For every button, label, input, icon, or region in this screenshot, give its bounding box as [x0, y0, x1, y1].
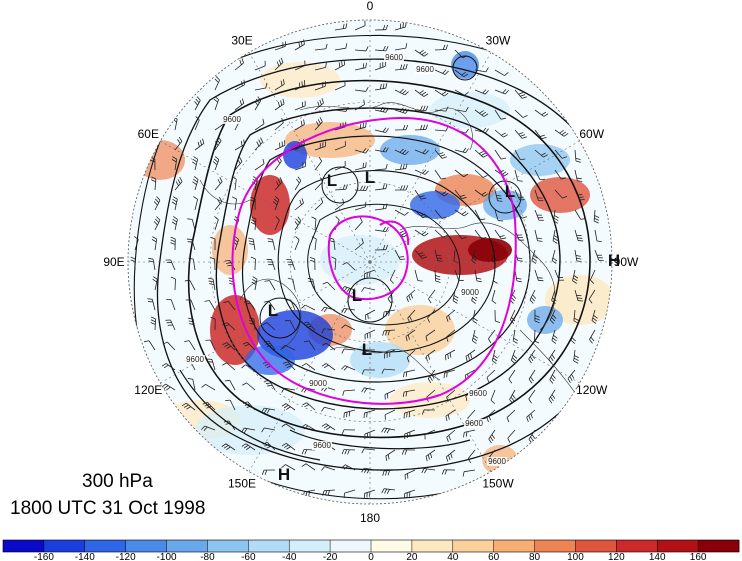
colorbar-tick-label: -120: [116, 552, 136, 561]
colorbar-swatch: [248, 540, 290, 552]
contour-label: 9600: [416, 65, 434, 74]
longitude-label: 180: [360, 511, 380, 525]
colorbar-tick-label: -80: [200, 552, 215, 561]
colorbar-swatch: [371, 540, 413, 552]
longitude-label: 120E: [134, 383, 162, 397]
colorbar-swatch: [125, 540, 167, 552]
colorbar-swatch: [84, 540, 126, 552]
graticule: [128, 20, 612, 504]
contour-label: 9600: [223, 115, 241, 124]
colorbar-tick-label: -160: [34, 552, 54, 561]
colorbar-tick-label: 0: [368, 552, 374, 561]
low-pressure-marker: L: [365, 168, 375, 187]
colorbar-tick-label: -40: [282, 552, 297, 561]
colorbar-tick-label: 60: [488, 552, 500, 561]
colorbar-tick-label: 20: [406, 552, 418, 561]
colorbar-swatch: [657, 540, 699, 552]
colorbar-tick-label: 160: [690, 552, 707, 561]
high-pressure-marker: H: [608, 251, 620, 270]
contour-label: 9600: [186, 355, 204, 364]
colorbar-tick-label: 40: [447, 552, 459, 561]
low-pressure-marker: L: [352, 286, 362, 305]
colorbar-swatch: [698, 540, 740, 552]
longitude-label: 90E: [103, 255, 124, 269]
colorbar: -160 -140 -120 -100 -80 -60 -40 -20 0 20 40 60 80 100…: [2, 539, 740, 561]
longitude-labels: 0 30W 60W 90W 120W 150W 180 150E 120E 90E 60E 30E: [103, 0, 639, 525]
colorbar-swatch: [411, 540, 454, 552]
longitude-label: 30W: [486, 33, 511, 47]
longitude-label: 0: [367, 0, 374, 13]
colorbar-tick-label: 80: [529, 552, 541, 561]
colorbar-swatch: [3, 540, 45, 552]
colorbar-tick-label: -140: [75, 552, 95, 561]
colorbar-swatch: [616, 540, 658, 552]
colorbar-tick-label: 140: [649, 552, 666, 561]
low-pressure-marker: L: [362, 340, 372, 359]
jet-contours: [231, 116, 517, 405]
colorbar-tick-label: 100: [567, 552, 584, 561]
high-pressure-marker: H: [278, 465, 290, 484]
colorbar-swatch: [493, 540, 535, 552]
colorbar-tick-label: 120: [608, 552, 625, 561]
longitude-label: 150E: [228, 477, 256, 491]
longitude-label: 60E: [138, 127, 159, 141]
longitude-label: 90W: [614, 255, 639, 269]
contour-label: 9600: [488, 457, 506, 466]
colorbar-swatch: [534, 540, 576, 552]
colorbar-swatch: [207, 540, 249, 552]
longitude-label: 60W: [579, 127, 604, 141]
longitude-label: 150W: [482, 477, 514, 491]
contour-labels: 9600 9600 9600 9000 9000 9600 9600 9600 9600 9600: [185, 53, 507, 466]
level-title: 300 hPa: [82, 471, 153, 492]
colorbar-swatch: [166, 540, 208, 552]
contour-label: 9000: [309, 379, 327, 388]
colorbar-swatch: [43, 540, 86, 552]
colorbar-swatch: [575, 540, 617, 552]
colorbar-swatch: [289, 540, 331, 552]
contour-label: 9600: [469, 389, 487, 398]
low-pressure-marker: L: [327, 171, 337, 190]
map-rim: [127, 19, 613, 505]
contour-label: 9600: [465, 419, 483, 428]
longitude-label: 120W: [576, 383, 608, 397]
colorbar-swatch: [330, 540, 372, 552]
low-pressure-marker: L: [505, 182, 515, 201]
contour-label: 9600: [313, 441, 331, 450]
pressure-centers: L L L L L L H H: [268, 168, 620, 484]
contour-label: 9600: [385, 53, 403, 62]
longitude-label: 30E: [231, 33, 252, 47]
low-pressure-marker: L: [268, 301, 278, 320]
colorbar-tick-label: -100: [157, 552, 177, 561]
colorbar-tick-label: -20: [323, 552, 338, 561]
contour-label: 9000: [461, 288, 479, 297]
datetime-title: 1800 UTC 31 Oct 1998: [10, 498, 206, 519]
colorbar-swatch: [452, 540, 494, 552]
colorbar-tick-label: -60: [241, 552, 256, 561]
